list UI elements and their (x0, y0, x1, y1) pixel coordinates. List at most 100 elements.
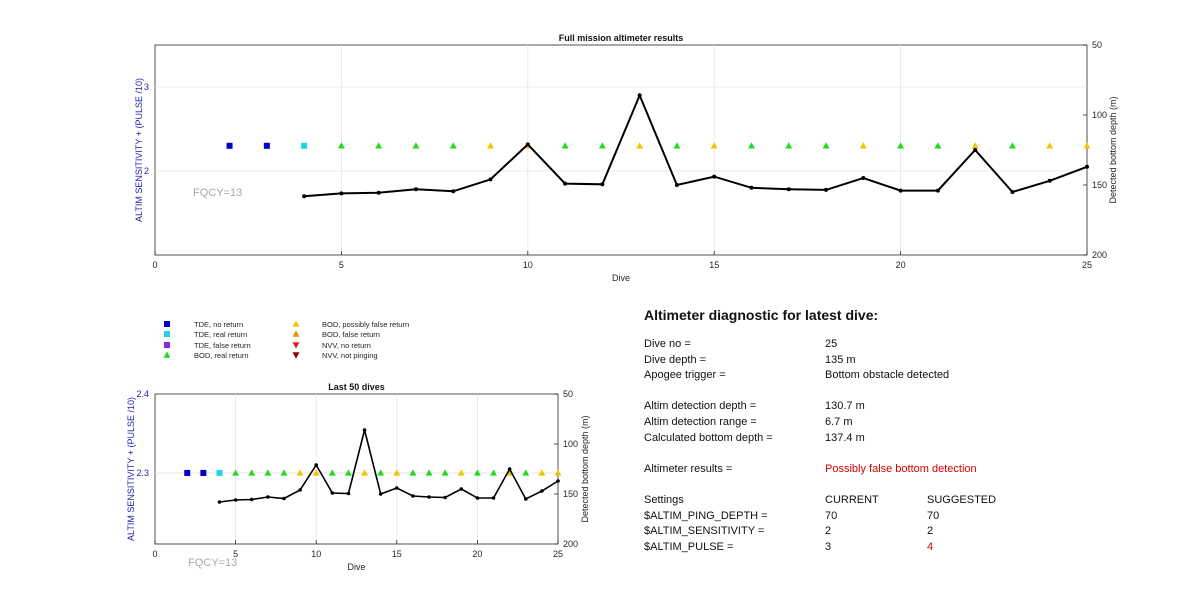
setting-current: 70 (825, 509, 838, 522)
setting-suggested: 2 (927, 525, 934, 538)
legend-item: TDE, false return (164, 341, 251, 350)
marker-triangle (554, 469, 562, 476)
marker-square (164, 321, 170, 327)
y-right-axis-label: Detected bottom depth (m) (1108, 96, 1118, 203)
current-header: CURRENT (825, 493, 879, 506)
bottom-depth-point (233, 498, 238, 502)
bottom-depth-point (459, 487, 464, 491)
bottom-depth-point (362, 428, 367, 432)
bottom-depth-point (1085, 164, 1089, 169)
marker-triangle (785, 142, 793, 149)
marker-triangle (441, 469, 449, 476)
marker-triangle (337, 142, 345, 149)
setting-current: 2 (825, 525, 832, 538)
dive-depth-label: Dive depth = (644, 353, 707, 366)
marker-triangle (859, 142, 867, 149)
bottom-depth-label: Calculated bottom depth = (644, 431, 773, 444)
x-tick-label: 25 (1082, 260, 1092, 270)
setting-name: $ALTIM_PING_DEPTH = (644, 509, 768, 522)
dive-no-value: 25 (825, 338, 838, 350)
bottom-depth-point (712, 174, 717, 179)
legend-label: TDE, no return (194, 320, 243, 329)
marker-triangle (490, 469, 497, 476)
setting-suggested-changed: 4 (927, 540, 934, 553)
bottom-depth-point (395, 486, 399, 490)
legend-item: NVV, no return (292, 341, 371, 350)
bottom-depth-point (378, 492, 383, 496)
y-right-tick-label: 200 (563, 539, 578, 549)
bottom-depth-point (314, 463, 319, 467)
x-tick-label: 0 (152, 260, 157, 270)
legend-label: BOD, possibly false return (322, 320, 409, 329)
marker-triangle (412, 142, 420, 149)
marker-triangle (561, 142, 569, 149)
settings-header: Settings (644, 493, 684, 506)
dive-depth-row: Dive depth = 135 m (644, 353, 1164, 369)
marker-triangle (897, 142, 905, 149)
bottom-depth-point (674, 183, 679, 187)
marker-triangle (457, 469, 465, 476)
bottom-chart: 0 5 10 15 20 25 2.3 2.4 50 100 150 200 Last 50 dives… (126, 382, 590, 572)
marker-triangle (473, 469, 481, 476)
results-label: Altimeter results = (644, 462, 733, 475)
y-right-tick-label: 150 (1092, 180, 1107, 190)
marker-triangle (344, 469, 352, 476)
x-tick-label: 10 (311, 549, 321, 559)
marker-triangle (598, 142, 606, 149)
marker-triangle (292, 320, 300, 327)
bottom-depth-point (330, 491, 335, 495)
y-left-tick-label: 2.4 (136, 389, 149, 399)
marker-square (200, 469, 207, 476)
bottom-depth-point (249, 497, 254, 502)
bottom-depth-point (443, 495, 447, 500)
chart-title: Last 50 dives (328, 382, 385, 392)
marker-square (263, 142, 270, 149)
y-left-axis-label: ALTIM SENSITIVITY + (PULSE /10) (134, 78, 144, 222)
legend-label: BOD, real return (194, 351, 249, 360)
legend-label: TDE, real return (194, 330, 247, 339)
fqcy-annotation: FQCY=13 (188, 557, 237, 569)
x-tick-label: 20 (896, 260, 906, 270)
y-right-tick-label: 100 (1092, 110, 1107, 120)
bottom-depth-point (786, 187, 791, 192)
setting-row-pulse: $ALTIM_PULSE = 3 4 (644, 540, 1164, 556)
legend-item: TDE, real return (164, 330, 247, 339)
marker-triangle-down (292, 352, 300, 359)
bottom-depth-point (266, 495, 270, 499)
y-right-tick-label: 200 (1092, 250, 1107, 260)
marker-triangle (487, 142, 494, 149)
y-right-tick-label: 150 (563, 489, 578, 499)
bottom-depth-point (346, 491, 351, 496)
x-tick-label: 5 (233, 549, 238, 559)
y-left-tick-label: 2.3 (136, 468, 149, 478)
bottom-depth-point (749, 185, 754, 190)
bottom-depth-point (556, 479, 560, 483)
detection-range-value: 6.7 m (825, 415, 853, 428)
bottom-depth-value: 137.4 m (825, 431, 865, 444)
legend-label: NVV, not pinging (322, 351, 378, 360)
marker-triangle (425, 469, 433, 476)
bottom-depth-point (507, 467, 512, 471)
bottom-depth-point (488, 177, 493, 182)
detection-depth-row: Altim detection depth = 130.7 m (644, 399, 1164, 415)
y-right-axis-label: Detected bottom depth (m) (580, 415, 590, 522)
legend-label: TDE, false return (194, 341, 251, 350)
legend-item: BOD, real return (163, 351, 249, 360)
apogee-row: Apogee trigger = Bottom obstacle detecte… (644, 368, 1164, 384)
legend-item: TDE, no return (164, 320, 243, 329)
bottom-depth-point (282, 496, 286, 501)
x-axis-label: Dive (612, 273, 630, 283)
top-chart: 0 5 10 15 20 25 2 3 50 100 150 200 Full mission alti… (134, 33, 1118, 283)
bottom-depth-point (217, 500, 222, 504)
bottom-depth-point (523, 497, 528, 501)
chart-title: Full mission altimeter results (559, 33, 684, 43)
dive-depth-value: 135 m (825, 353, 856, 366)
results-value: Possibly false bottom detection (825, 462, 977, 475)
bottom-depth-row: Calculated bottom depth = 137.4 m (644, 431, 1164, 447)
apogee-value: Bottom obstacle detected (825, 369, 950, 382)
detection-range-label: Altim detection range = (644, 415, 757, 428)
results-row: Altimeter results = Possibly false botto… (644, 462, 1164, 478)
marker-triangle (361, 469, 369, 476)
setting-suggested: 70 (927, 509, 940, 522)
